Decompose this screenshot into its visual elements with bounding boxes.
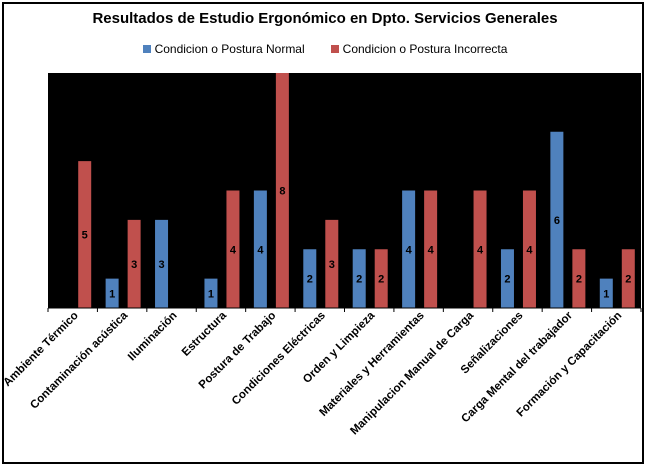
data-label: 6: [554, 215, 560, 227]
data-label: 2: [378, 274, 384, 286]
data-label: 5: [82, 230, 88, 242]
bar-incorrecta: [572, 249, 586, 308]
data-label: 1: [603, 288, 609, 300]
chart-title: Resultados de Estudio Ergonómico en Dpto…: [92, 10, 558, 27]
legend-swatch-normal: [142, 45, 151, 53]
legend-item-normal: Condicion o Postura Normal: [142, 42, 305, 56]
bar-incorrecta: [275, 73, 289, 308]
bar-normal: [155, 219, 169, 308]
data-label: 4: [230, 244, 237, 256]
data-label: 4: [428, 244, 435, 256]
bar-normal: [253, 190, 267, 308]
data-label: 4: [477, 244, 484, 256]
data-label: 2: [504, 274, 510, 286]
legend-item-incorrecta: Condicion o Postura Incorrecta: [330, 42, 508, 56]
data-label: 8: [279, 186, 285, 198]
category-label: Formación y Capacitación: [515, 310, 625, 420]
category-label: Estructura: [180, 309, 230, 359]
data-label: 3: [131, 259, 137, 271]
data-label: 2: [576, 274, 582, 286]
bar-normal: [204, 278, 218, 308]
bar-normal: [105, 278, 119, 308]
category-label: Iluminación: [126, 310, 180, 364]
bar-incorrecta: [226, 190, 240, 308]
bar-incorrecta: [424, 190, 438, 308]
data-label: 3: [158, 259, 164, 271]
bar-incorrecta: [374, 249, 388, 308]
category-label: Contaminación acústica: [28, 309, 130, 411]
bar-incorrecta: [78, 161, 92, 308]
bar-incorrecta: [473, 190, 487, 308]
data-label: 2: [356, 274, 362, 286]
legend-label-incorrecta: Condicion o Postura Incorrecta: [342, 42, 508, 56]
bar-incorrecta: [522, 190, 536, 308]
legend-label-normal: Condicion o Postura Normal: [154, 42, 305, 56]
bar-normal: [500, 249, 514, 308]
category-label: Condiciones Eléctricas: [230, 310, 328, 408]
bar-incorrecta: [325, 219, 339, 308]
bar-normal: [550, 131, 564, 308]
category-label: Materiales y Herramientas: [317, 310, 426, 419]
plot-area: [48, 73, 641, 308]
data-label: 3: [329, 259, 335, 271]
bar-incorrecta: [621, 249, 635, 308]
data-label: 2: [307, 274, 313, 286]
data-label: 4: [526, 244, 533, 256]
bar-incorrecta: [127, 219, 141, 308]
legend: Condicion o Postura Normal Condicion o P…: [0, 42, 650, 56]
bar-normal: [402, 190, 416, 308]
data-label: 4: [257, 244, 264, 256]
bar-normal: [599, 278, 613, 308]
data-label: 1: [109, 288, 115, 300]
data-label: 4: [406, 244, 413, 256]
legend-swatch-incorrecta: [330, 45, 339, 53]
data-label: 1: [208, 288, 214, 300]
bar-normal: [352, 249, 366, 308]
bar-normal: [303, 249, 317, 308]
data-label: 2: [625, 274, 631, 286]
